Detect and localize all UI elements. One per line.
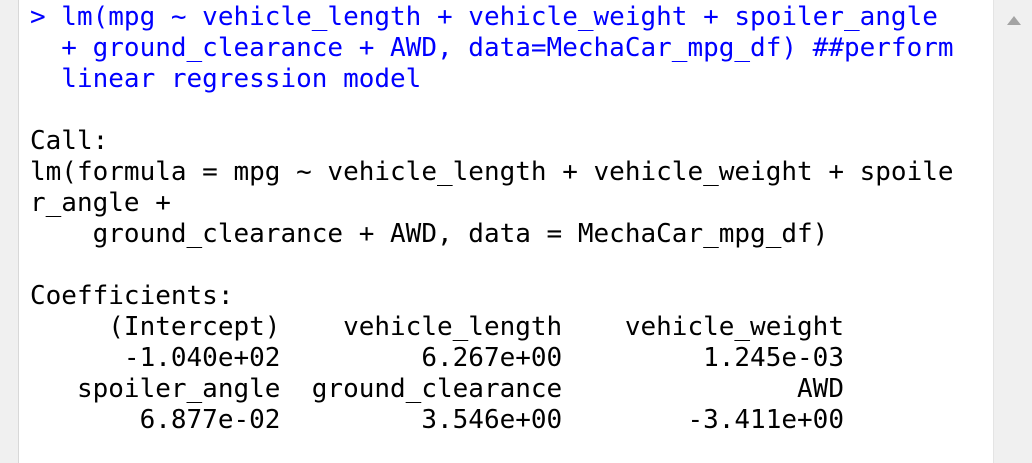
output-line: -1.040e+02 6.267e+00 1.245e-03 [30, 343, 844, 373]
command-line: + ground_clearance + AWD, data=MechaCar_… [30, 33, 954, 63]
output-line: r_angle + [30, 188, 187, 218]
scroll-up-button[interactable] [994, 0, 1032, 40]
command-line: > lm(mpg ~ vehicle_length + vehicle_weig… [30, 2, 938, 32]
output-line: spoiler_angle ground_clearance AWD [30, 374, 844, 404]
output-line: Coefficients: [30, 281, 234, 311]
output-line: (Intercept) vehicle_length vehicle_weigh… [30, 312, 844, 342]
console-left-border [0, 0, 19, 463]
command-line: linear regression model [30, 64, 422, 94]
output-line: Call: [30, 126, 109, 156]
output-line: 6.877e-02 3.546e+00 -3.411e+00 [30, 405, 844, 435]
output-line: lm(formula = mpg ~ vehicle_length + vehi… [30, 157, 954, 187]
console-output: > lm(mpg ~ vehicle_length + vehicle_weig… [30, 2, 954, 436]
triangle-up-icon [1006, 15, 1021, 25]
vertical-scrollbar[interactable] [993, 0, 1032, 463]
output-line: ground_clearance + AWD, data = MechaCar_… [30, 219, 829, 249]
